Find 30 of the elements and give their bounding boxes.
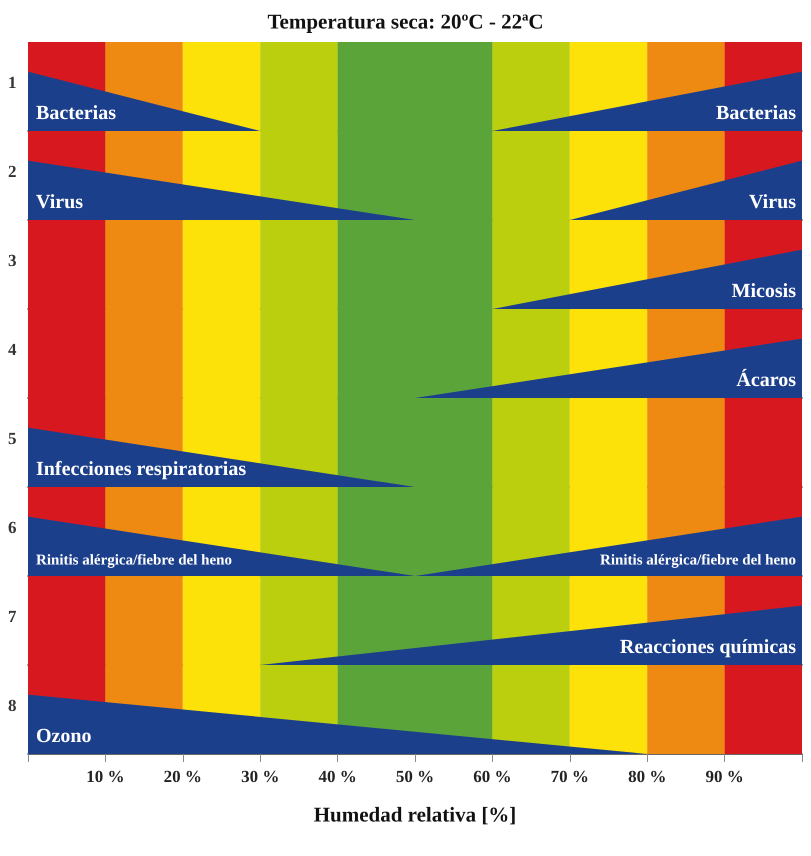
x-tick-label: 90 % — [705, 767, 744, 786]
series-label: Rinitis alérgica/fiebre del heno — [36, 552, 232, 568]
x-tick-label: 30 % — [241, 767, 280, 786]
y-axis-title: 6 — [8, 518, 16, 537]
series-label: Reacciones químicas — [620, 636, 796, 658]
series-label: Virus — [748, 191, 796, 213]
y-axis-title: 2 — [8, 162, 16, 181]
series-label: Ácaros — [736, 368, 796, 391]
x-tick-label: 60 % — [473, 767, 512, 786]
x-axis-title: Humedad relativa [%] — [314, 802, 516, 826]
series-label: Micosis — [732, 280, 796, 302]
x-tick-label: 80 % — [628, 767, 666, 786]
text: Rinitis alérgica/fiebre del heno — [600, 552, 796, 568]
y-axis-title: 7 — [8, 607, 17, 626]
y-axis-title: 1 — [8, 73, 16, 92]
text: Virus — [36, 191, 84, 213]
x-tick-label: 20 % — [164, 767, 202, 786]
y-axis-title: 8 — [8, 696, 16, 715]
x-tick-label: 70 % — [550, 767, 589, 786]
text: Bacterias — [36, 102, 116, 124]
chart-title: Temperatura seca: 20ºC - 22ªC — [267, 10, 544, 34]
series-label: Ozono — [36, 725, 92, 747]
y-axis-title: 4 — [8, 340, 17, 359]
x-tick-label: 10 % — [86, 767, 125, 786]
x-tick-label: 50 % — [396, 767, 434, 786]
y-axis-title: 5 — [8, 429, 16, 448]
series-label: Bacterias — [716, 102, 796, 124]
series-label: Infecciones respiratorias — [36, 458, 246, 480]
x-tick-label: 40 % — [318, 767, 357, 786]
y-axis-title: 3 — [8, 251, 16, 270]
